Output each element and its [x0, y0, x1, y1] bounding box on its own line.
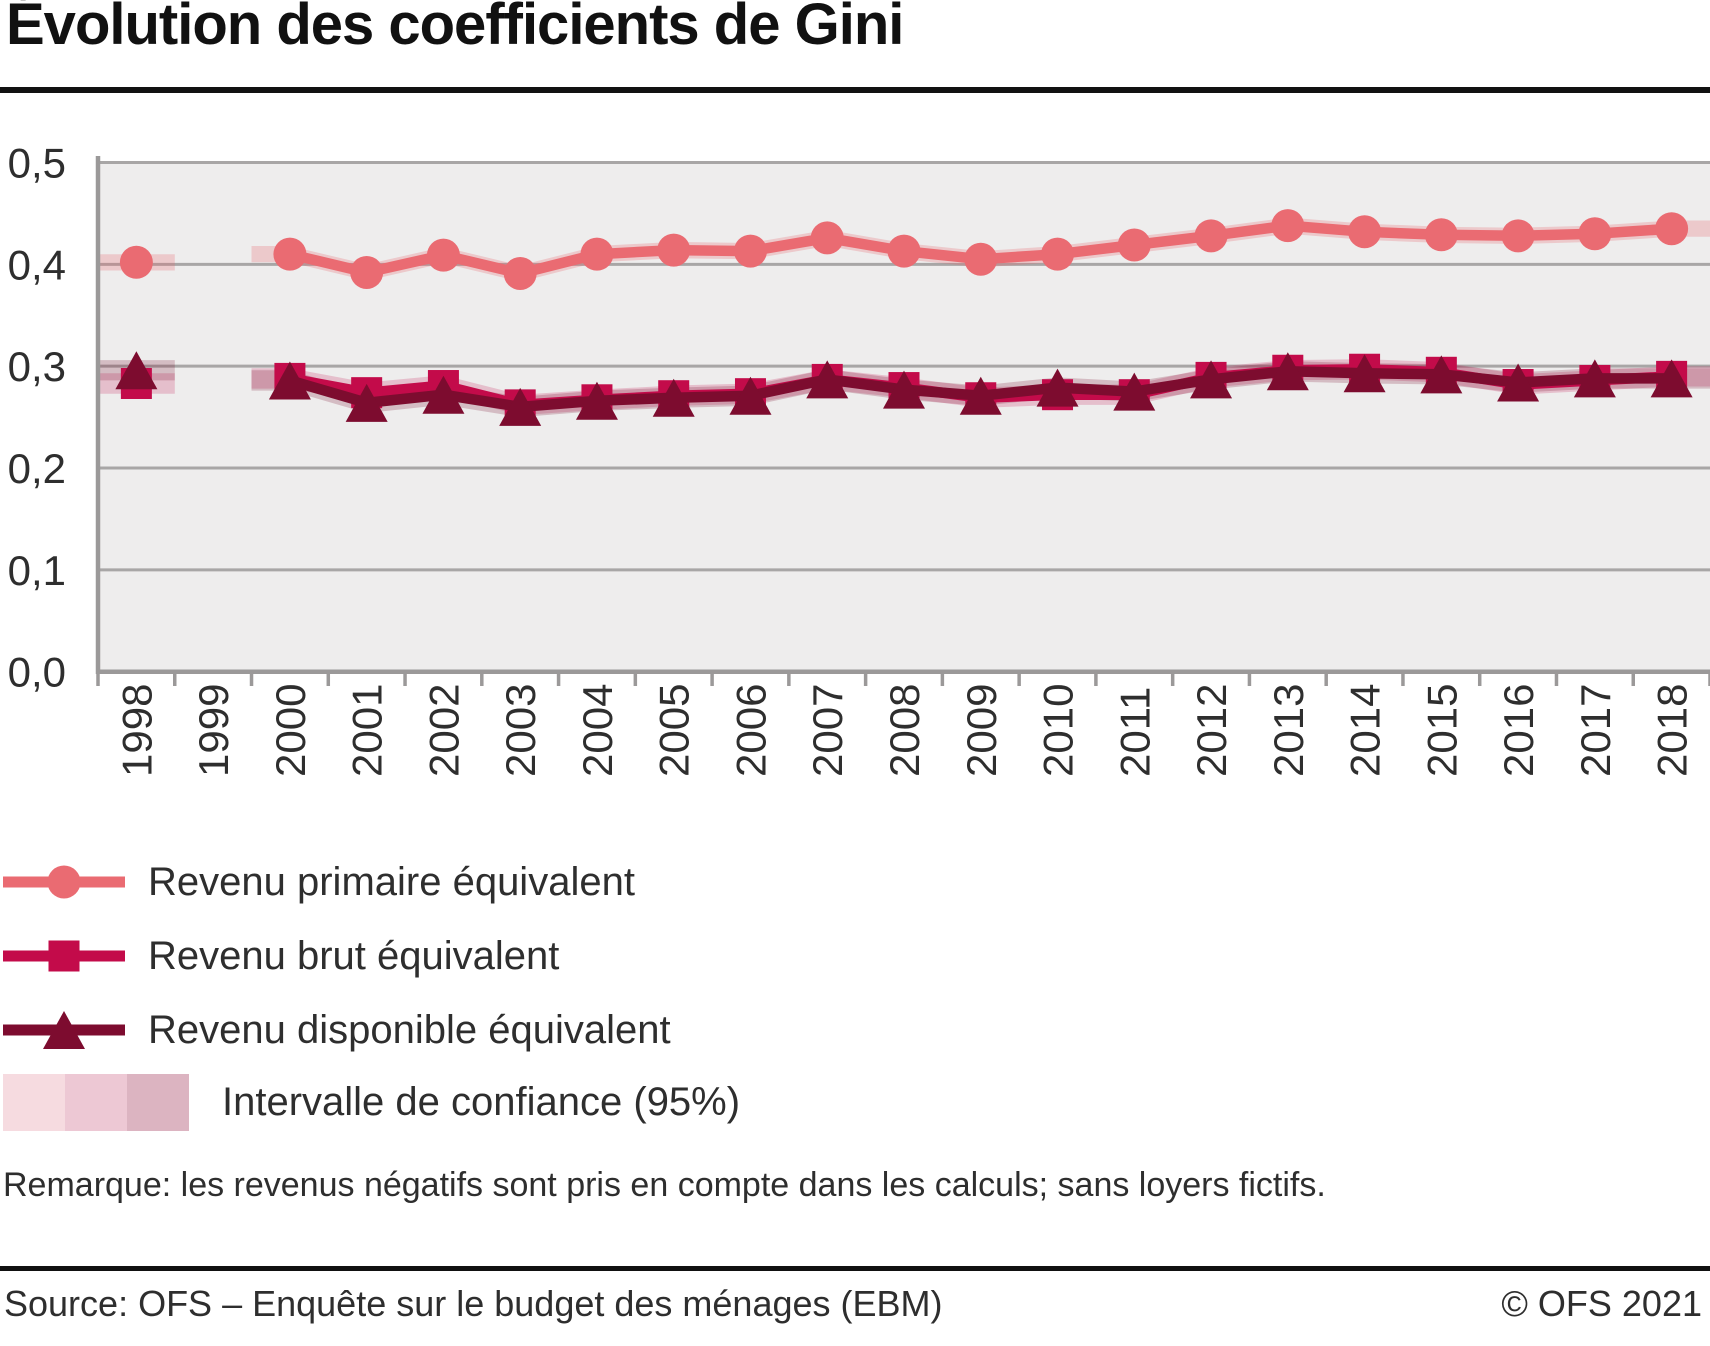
y-tick-label: 0,1 [8, 547, 66, 594]
x-axis-labels: 1998 1999 2000 2001 2002 2003 2004 2005 2006 2007… [113, 684, 1695, 777]
x-tick-label: 2013 [1265, 684, 1312, 777]
footer: Source: OFS – Enquête sur le budget des … [0, 1283, 1710, 1325]
y-tick-label: 0,4 [8, 241, 66, 288]
y-tick-label: 0,2 [8, 445, 66, 492]
x-tick-label: 1998 [113, 684, 160, 777]
legend-swatch-triangle-icon [3, 1011, 125, 1049]
x-tick-label: 2001 [344, 684, 391, 777]
legend-swatch-square-icon [3, 940, 125, 972]
x-tick-label: 2007 [804, 684, 851, 777]
y-axis-labels: 0,0 0,1 0,2 0,3 0,4 0,5 [8, 140, 66, 696]
x-tick-label: 2000 [267, 684, 314, 777]
source-text: Source: OFS – Enquête sur le budget des … [4, 1283, 943, 1324]
x-tick-label: 2008 [881, 684, 928, 777]
ci-swatch-medium [65, 1073, 127, 1131]
x-tick-label: 2005 [651, 684, 698, 777]
x-tick-label: 2016 [1495, 684, 1542, 777]
series-disponible [115, 351, 1693, 426]
legend-label-confidence-interval: Intervalle de confiance (95%) [222, 1079, 741, 1124]
legend-label-disponible: Revenu disponible équivalent [148, 1007, 671, 1052]
x-tick-label: 2002 [420, 684, 467, 777]
x-tick-label: 2017 [1572, 684, 1619, 777]
ci-swatch-dark [127, 1073, 189, 1131]
legend-label-brut: Revenu brut équivalent [148, 933, 560, 978]
x-tick-label: 2009 [958, 684, 1005, 777]
ci-swatch-light [3, 1073, 65, 1131]
x-tick-label: 2011 [1111, 687, 1158, 777]
footer-rule [0, 1266, 1710, 1271]
x-tick-label: 2010 [1035, 684, 1082, 777]
chart-note: Remarque: les revenus négatifs sont pris… [3, 1166, 1326, 1204]
x-tick-label: 2004 [574, 684, 621, 777]
x-tick-label: 2006 [728, 684, 775, 777]
gini-chart: 0,0 0,1 0,2 0,3 0,4 0,5 1998 1999 2000 2001 2002 20… [8, 140, 1710, 777]
x-tick-label: 2003 [497, 684, 544, 777]
legend-swatch-circle-icon [3, 865, 125, 899]
y-tick-label: 0,0 [8, 649, 66, 696]
y-tick-label: 0,3 [8, 343, 66, 390]
legend-item-brut: Revenu brut équivalent [3, 932, 559, 980]
page-title: Évolution des coefficients de Gini [6, 0, 904, 57]
x-tick-label: 2014 [1342, 684, 1389, 777]
x-tick-label: 2015 [1418, 684, 1465, 777]
axes [95, 156, 1710, 686]
legend-item-primaire: Revenu primaire équivalent [3, 858, 635, 906]
x-tick-label: 2012 [1188, 684, 1235, 777]
legend-label-primaire: Revenu primaire équivalent [148, 859, 635, 904]
legend-item-confidence-interval: Intervalle de confiance (95%) [3, 1072, 740, 1132]
y-tick-label: 0,5 [8, 140, 66, 187]
copyright-text: © OFS 2021 [1501, 1283, 1702, 1324]
title-rule [0, 87, 1710, 93]
legend-item-disponible: Revenu disponible équivalent [3, 1006, 671, 1054]
x-tick-label: 1999 [190, 684, 237, 777]
x-tick-label: 2018 [1649, 684, 1696, 777]
series-primaire [119, 209, 1689, 291]
confidence-interval-swatch-icon [3, 1073, 189, 1131]
